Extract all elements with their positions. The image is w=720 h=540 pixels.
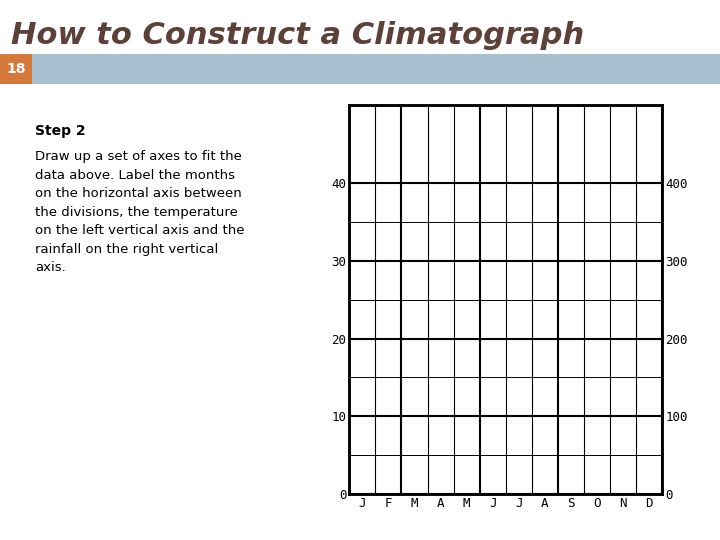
Text: Step 2: Step 2 xyxy=(35,124,86,138)
Bar xyxy=(0,54,32,84)
Text: Draw up a set of axes to fit the
data above. Label the months
on the horizontal : Draw up a set of axes to fit the data ab… xyxy=(35,150,244,274)
Text: How to Construct a Climatograph: How to Construct a Climatograph xyxy=(11,21,584,50)
Text: 18: 18 xyxy=(6,62,26,76)
